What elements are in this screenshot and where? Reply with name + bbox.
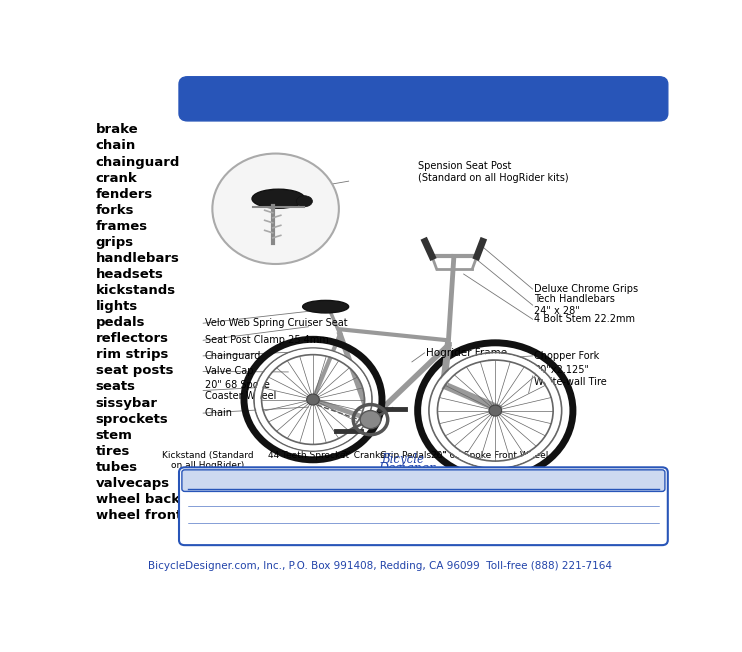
FancyBboxPatch shape [179,77,668,121]
Text: seat posts: seat posts [96,364,173,378]
Text: sprockets: sprockets [96,413,168,426]
Text: Wheel Size: Wheel Size [194,474,266,487]
Text: Kickstand (Standard
on all HogRider): Kickstand (Standard on all HogRider) [162,451,254,470]
Text: Height seat-ground 34": Height seat-ground 34" [297,527,428,537]
Text: brake: brake [96,123,138,136]
Text: 44 Teeth Sprocket: 44 Teeth Sprocket [268,451,349,460]
Text: Chain: Chain [205,408,233,418]
Text: chain: chain [96,140,136,153]
Text: valvecaps: valvecaps [96,477,170,490]
Text: 20"x2.125"
White-wall Tire: 20"x2.125" White-wall Tire [534,365,607,387]
Text: BicycleDesigner.com, Inc., P.O. Box 991408, Redding, CA 96099  Toll-free (888) 2: BicycleDesigner.com, Inc., P.O. Box 9914… [148,561,612,571]
Text: tires: tires [96,445,130,458]
Text: Spension Seat Post
(Standard on all HogRider kits): Spension Seat Post (Standard on all HogR… [418,161,568,183]
Circle shape [306,394,319,405]
Text: lights: lights [96,300,138,313]
Circle shape [212,153,339,264]
Text: Tech Handlebars
24" x 28": Tech Handlebars 24" x 28" [534,294,615,316]
Text: Hogrider Frame: Hogrider Frame [426,348,508,358]
Text: Sitting: Sitting [297,474,341,487]
Text: Standard Parts Used To Create a Chopper Bicycle: Standard Parts Used To Create a Chopper … [193,89,654,108]
Text: 20" 68 Spoke
Coaster Wheel: 20" 68 Spoke Coaster Wheel [205,379,276,402]
Text: 76": 76" [507,509,526,520]
FancyBboxPatch shape [182,470,665,492]
Text: Wheel Base: Wheel Base [507,474,584,487]
Text: seats: seats [96,381,136,393]
Text: wheel back: wheel back [96,493,180,506]
Text: 4 Bolt Stem 22.2mm: 4 Bolt Stem 22.2mm [534,314,635,324]
Text: grips: grips [96,236,134,249]
Text: 24": 24" [194,509,213,520]
Text: Velo Web Spring Cruiser Seat: Velo Web Spring Cruiser Seat [205,318,347,328]
Text: Height seat-ground 32": Height seat-ground 32" [297,509,428,520]
Text: wheel front: wheel front [96,509,182,522]
Text: handlebars: handlebars [96,252,180,265]
Ellipse shape [296,196,312,207]
Text: pedals: pedals [96,316,145,329]
Text: tubes: tubes [96,461,138,474]
Text: Chopper Fork: Chopper Fork [534,351,600,361]
Ellipse shape [252,189,305,208]
Text: chainguard: chainguard [96,156,180,169]
Text: crank: crank [96,171,137,185]
Text: kickstands: kickstands [96,284,176,297]
Text: headsets: headsets [96,268,163,281]
Text: 7" Cranks: 7" Cranks [341,451,385,460]
Text: Deluxe Chrome Grips: Deluxe Chrome Grips [534,284,639,294]
Text: 68": 68" [507,492,526,503]
FancyBboxPatch shape [179,467,668,545]
Text: Bicycle: Bicycle [381,453,424,466]
Text: sissybar: sissybar [96,396,157,409]
Ellipse shape [303,301,349,313]
Text: 20" 68 Spoke Front Wheel: 20" 68 Spoke Front Wheel [431,451,548,460]
Text: Height seat-ground 28": Height seat-ground 28" [297,492,428,503]
Text: forks: forks [96,203,134,216]
Text: 80": 80" [507,527,526,537]
Text: Seat Post Clamp 25.4mm: Seat Post Clamp 25.4mm [205,335,329,346]
Text: stem: stem [96,428,133,441]
Text: frames: frames [96,220,148,233]
Circle shape [360,411,381,428]
Text: Valve Cap: Valve Cap [205,366,253,376]
Text: 26": 26" [194,527,213,537]
Text: fenders: fenders [96,188,153,201]
Text: Designer: Designer [378,462,435,475]
Text: 20": 20" [194,492,213,503]
Text: Chainguard: Chainguard [205,351,261,361]
Text: Grip Pedals ½": Grip Pedals ½" [380,451,447,460]
Circle shape [489,405,502,416]
Text: reflectors: reflectors [96,333,168,346]
Text: rim strips: rim strips [96,348,168,361]
